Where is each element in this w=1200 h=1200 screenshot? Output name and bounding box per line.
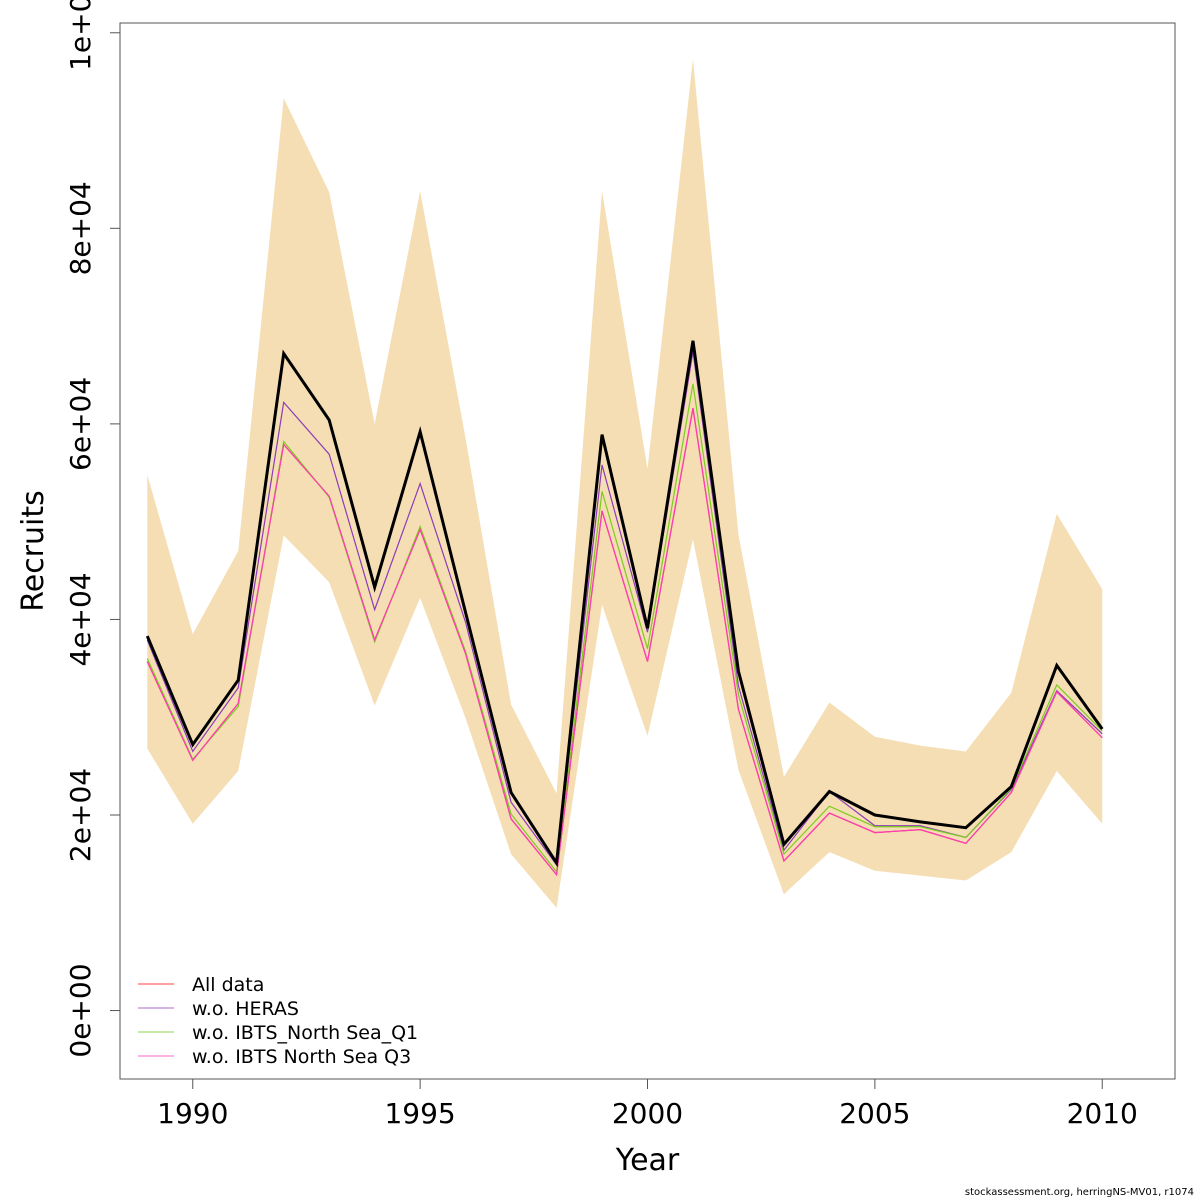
base-run-layer [145, 340, 1104, 868]
y-tick-label: 6e+04 [64, 377, 97, 471]
legend-label-3: w.o. IBTS North Sea Q3 [192, 1046, 411, 1068]
x-axis: 1990 1995 2000 2005 2010 [157, 1078, 1138, 1130]
x-tick-label: 1990 [157, 1097, 228, 1130]
footer-credit: stockassessment.org, herringNS-MV01, r10… [964, 1187, 1194, 1198]
series-layer [146, 351, 1103, 877]
x-tick-label: 1995 [384, 1097, 455, 1130]
confidence-band-layer [147, 59, 1103, 908]
legend-label-2: w.o. IBTS_North Sea_Q1 [192, 1022, 418, 1044]
y-tick-label: 2e+04 [64, 768, 97, 862]
legend-label-1: w.o. HERAS [192, 998, 299, 1020]
y-axis-title: Recruits [16, 490, 51, 612]
y-axis: 0e+00 2e+04 4e+04 6e+04 8e+04 1e+0 [64, 0, 121, 1058]
x-tick-label: 2000 [612, 1097, 683, 1130]
base-run-line [145, 340, 1104, 868]
confidence-band [147, 59, 1103, 908]
x-tick-label: 2005 [839, 1097, 910, 1130]
y-tick-label: 1e+0 [64, 0, 97, 71]
series-line-2 [146, 383, 1103, 874]
y-tick-label: 0e+00 [64, 963, 97, 1057]
x-tick-label: 2010 [1067, 1097, 1138, 1130]
y-tick-label: 4e+04 [64, 572, 97, 666]
y-tick-label: 8e+04 [64, 181, 97, 275]
x-axis-title: Year [615, 1143, 680, 1178]
series-line-3 [146, 408, 1103, 877]
legend-label-0: All data [192, 974, 264, 996]
